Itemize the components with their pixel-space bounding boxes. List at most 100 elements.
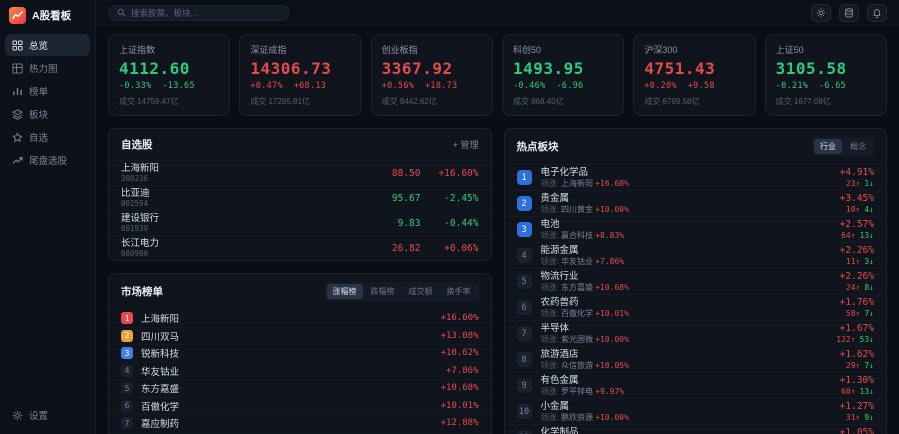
index-value: 3367.92 bbox=[381, 59, 453, 78]
index-turnover: 成交 868.40亿 bbox=[513, 97, 564, 106]
leader-prefix: 领涨: bbox=[540, 360, 559, 370]
ranking-row[interactable]: 4 华友钴业 +7.86% bbox=[109, 361, 491, 380]
leader-change: +10.00% bbox=[595, 204, 629, 214]
sector-change: +1.30% bbox=[839, 374, 874, 386]
stock-change: +0.06% bbox=[444, 242, 479, 254]
advancers-count: 64↑ bbox=[841, 230, 856, 240]
stock-name: 四川双马 bbox=[141, 331, 180, 343]
rank-badge: 11 bbox=[516, 430, 532, 434]
decliners-count: 13↓ bbox=[859, 230, 874, 240]
theme-toggle-button[interactable] bbox=[811, 3, 831, 22]
sidebar: A股看板 总览 热力图 榜单 板块 自选 尾盘选股 设置 bbox=[0, 0, 96, 434]
advancers-count: 122↑ bbox=[836, 334, 856, 344]
ranking-row[interactable]: 5 东方嘉盛 +10.68% bbox=[109, 379, 491, 397]
ranking-row[interactable]: 1 上海新阳 +16.60% bbox=[109, 309, 491, 327]
advance-decline-counts: 64↑ 13↓ bbox=[840, 231, 874, 241]
sector-row[interactable]: 8 旅游酒店 领涨: 众信旅游 +10.05% +1.62% bbox=[504, 346, 886, 372]
watchlist-row[interactable]: 比亚迪 002594 95.67 -2.45% bbox=[109, 185, 491, 210]
app-logo: A股看板 bbox=[0, 0, 95, 33]
advancers-count: 58↑ bbox=[845, 308, 861, 318]
manage-watchlist-button[interactable]: + 管理 bbox=[452, 140, 479, 150]
sector-row[interactable]: 3 电池 领涨: 赢合科技 +8.83% +2.57% bbox=[504, 216, 886, 242]
index-change: -0.21% -6.65 bbox=[775, 81, 847, 91]
sidebar-item-rankings[interactable]: 榜单 bbox=[5, 80, 90, 102]
index-value: 3105.58 bbox=[775, 59, 847, 78]
index-name: 沪深300 bbox=[644, 45, 678, 55]
sector-row[interactable]: 4 能源金属 领涨: 华友钴业 +7.86% +2.26% bbox=[504, 242, 886, 268]
sector-name: 贵金属 bbox=[540, 192, 570, 204]
leader-prefix: 领涨: bbox=[540, 204, 559, 214]
ranking-row[interactable]: 8 众信旅游 +10.05% bbox=[109, 431, 491, 434]
sidebar-item-sectors[interactable]: 板块 bbox=[5, 103, 90, 125]
stock-change: +13.08% bbox=[440, 330, 479, 341]
sector-row[interactable]: 5 物流行业 领涨: 东方嘉盛 +10.68% +2.26% bbox=[504, 268, 886, 294]
advance-decline-counts: 122↑ 53↓ bbox=[836, 335, 874, 345]
tab-turnover-rate[interactable]: 换手率 bbox=[446, 287, 471, 296]
sidebar-item-watchlist[interactable]: 自选 bbox=[5, 126, 90, 148]
leader-change: +8.83% bbox=[595, 230, 625, 240]
rank-badge: 1 bbox=[516, 170, 532, 185]
rank-badge: 4 bbox=[516, 248, 532, 263]
market-rankings-panel: 市场榜单 涨幅榜 跌幅榜 成交额 换手率 1 上海新阳 +1 bbox=[108, 273, 492, 434]
index-change: +0.47% +68.13 bbox=[250, 81, 327, 91]
index-card[interactable]: 科创50 1493.95 -0.46% -6.96 成交 868.40亿 bbox=[502, 34, 625, 116]
tab-losers[interactable]: 跌幅榜 bbox=[370, 287, 395, 296]
sidebar-item-heatmap[interactable]: 热力图 bbox=[5, 57, 90, 79]
stock-name: 百傲化学 bbox=[141, 401, 180, 413]
advance-decline-counts: 10↑ 4↓ bbox=[840, 205, 874, 215]
toggle-industry[interactable]: 行业 bbox=[814, 139, 842, 154]
sector-row[interactable]: 9 有色金属 领涨: 罗平锌电 +9.97% +1.30% bbox=[504, 372, 886, 398]
advance-decline-counts: 58↑ 7↓ bbox=[840, 309, 874, 319]
rank-badge: 9 bbox=[516, 378, 532, 393]
leader-change: +9.97% bbox=[595, 386, 625, 396]
sector-row[interactable]: 11 化学制品 领涨: 七彩化学 +20.02% +1.05% bbox=[504, 424, 886, 434]
sector-change: +4.91% bbox=[839, 166, 874, 178]
index-name: 科创50 bbox=[513, 45, 542, 55]
sidebar-item-overview[interactable]: 总览 bbox=[5, 34, 90, 56]
index-card[interactable]: 上证50 3105.58 -0.21% -6.65 成交 1677.08亿 bbox=[764, 34, 887, 116]
index-change: -0.46% -6.96 bbox=[513, 81, 584, 91]
leader-change: +16.60% bbox=[595, 178, 629, 188]
stock-change: +10.68% bbox=[440, 383, 479, 394]
tab-gainers[interactable]: 涨幅榜 bbox=[326, 284, 363, 299]
sector-row[interactable]: 6 农药兽药 领涨: 百傲化学 +10.01% +1.76% bbox=[504, 294, 886, 320]
index-cards: 上证指数 4112.60 -0.33% -13.65 成交 14759.47亿 … bbox=[108, 34, 887, 116]
toggle-concept[interactable]: 概念 bbox=[850, 142, 866, 151]
tab-turnover[interactable]: 成交额 bbox=[408, 287, 433, 296]
watchlist-row[interactable]: 长江电力 600900 26.82 +0.06% bbox=[109, 235, 491, 260]
watchlist-row[interactable]: 建设银行 601939 9.83 -0.44% bbox=[109, 210, 491, 235]
sector-row[interactable]: 1 电子化学品 领涨: 上海新阳 +16.60% +4.91% bbox=[504, 164, 886, 190]
notifications-button[interactable] bbox=[867, 3, 887, 22]
leader-name: 紫光国微 bbox=[560, 334, 593, 344]
index-card[interactable]: 创业板指 3367.92 +0.56% +18.73 成交 8442.62亿 bbox=[370, 34, 493, 116]
sector-change: +1.76% bbox=[839, 296, 874, 308]
sidebar-item-label: 总览 bbox=[29, 41, 49, 52]
index-change: +0.56% +18.73 bbox=[381, 81, 458, 91]
watchlist-row[interactable]: 上海新阳 300236 88.50 +16.60% bbox=[109, 160, 491, 185]
ranking-row[interactable]: 3 锐新科技 +10.62% bbox=[109, 344, 491, 362]
ranking-row[interactable]: 7 嘉应制药 +12.88% bbox=[109, 414, 491, 432]
sector-row[interactable]: 7 半导体 领涨: 紫光国微 +10.00% +1.67% bbox=[504, 320, 886, 346]
grid-icon bbox=[12, 39, 23, 51]
data-source-button[interactable] bbox=[839, 3, 859, 22]
advancers-count: 11↑ bbox=[845, 256, 861, 266]
sidebar-item-label: 热力图 bbox=[29, 64, 58, 75]
star-icon bbox=[12, 132, 23, 142]
ranking-icon bbox=[13, 87, 22, 95]
index-card[interactable]: 深证成指 14306.73 +0.47% +68.13 成交 17295.81亿 bbox=[239, 34, 362, 116]
sector-change: +1.27% bbox=[839, 400, 874, 412]
advance-decline-counts: 29↑ 7↓ bbox=[840, 361, 874, 371]
ranking-row[interactable]: 2 四川双马 +13.08% bbox=[109, 326, 491, 345]
sidebar-item-late-session-picks[interactable]: 尾盘选股 bbox=[5, 149, 90, 171]
index-card[interactable]: 沪深300 4751.43 +0.20% +9.58 成交 6789.58亿 bbox=[633, 34, 756, 116]
stock-change: +16.60% bbox=[440, 313, 479, 324]
sidebar-item-label: 尾盘选股 bbox=[29, 156, 68, 167]
sector-row[interactable]: 2 贵金属 领涨: 四川黄金 +10.00% +3.45% bbox=[504, 190, 886, 216]
ranking-row[interactable]: 6 百傲化学 +10.01% bbox=[109, 396, 491, 415]
sector-row[interactable]: 10 小金属 领涨: 鹏欣资源 +10.00% +1.27% bbox=[504, 398, 886, 424]
search-input[interactable]: 搜索股票、板块... bbox=[108, 4, 290, 21]
index-card[interactable]: 上证指数 4112.60 -0.33% -13.65 成交 14759.47亿 bbox=[108, 34, 231, 116]
advance-decline-counts: 23↑ 1↓ bbox=[840, 179, 874, 189]
decliners-count: 8↓ bbox=[864, 282, 874, 292]
settings-button[interactable]: 设置 bbox=[12, 408, 83, 422]
